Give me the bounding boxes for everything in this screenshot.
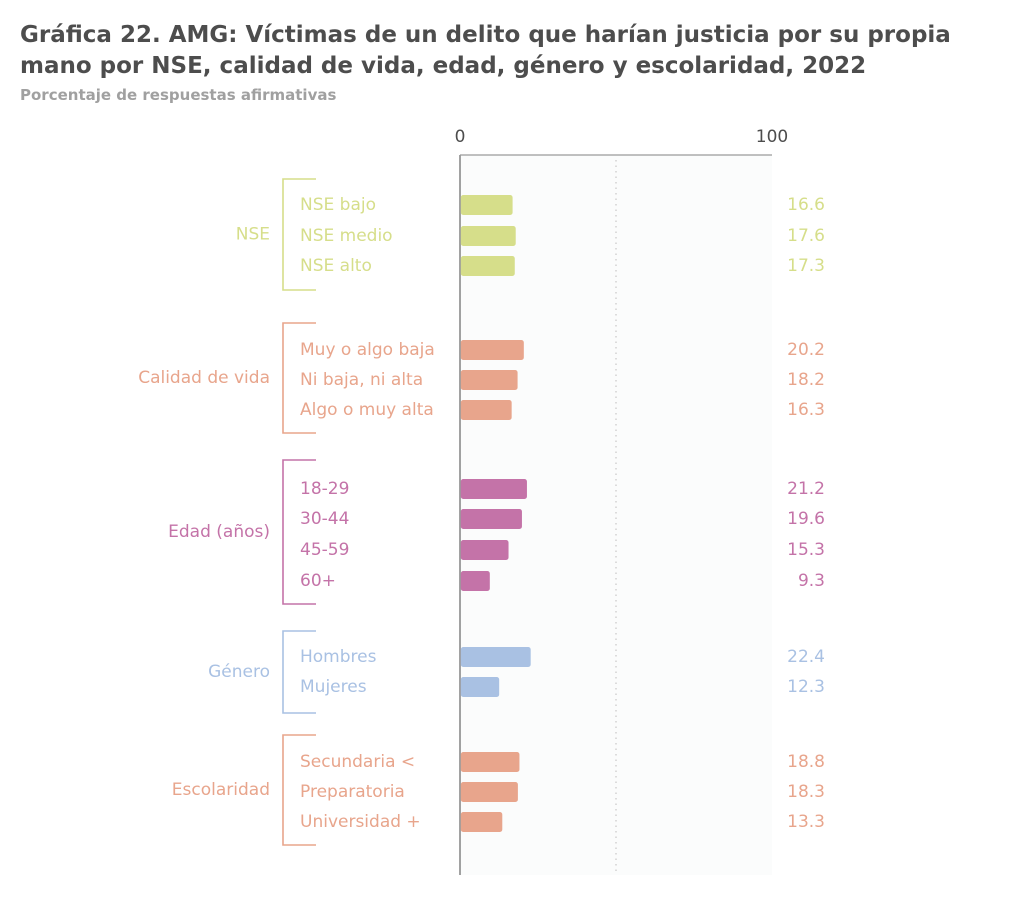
category-label: 30-44 (300, 509, 349, 529)
category-label: Ni baja, ni alta (300, 370, 423, 390)
category-label: NSE medio (300, 226, 393, 246)
data-label: 17.3 (787, 256, 825, 276)
group-bracket (282, 178, 316, 291)
bar (460, 370, 518, 390)
category-label: Secundaria < (300, 752, 415, 772)
group-bracket (282, 459, 316, 605)
category-label: Hombres (300, 647, 377, 667)
data-label: 22.4 (787, 647, 825, 667)
category-label: Algo o muy alta (300, 400, 434, 420)
bar (460, 540, 509, 560)
chart-title: Gráfica 22. AMG: Víctimas de un delito q… (20, 22, 951, 79)
data-label: 18.8 (787, 752, 825, 772)
bar (460, 509, 522, 529)
group-bracket (282, 630, 316, 714)
group-label: Escolaridad (172, 780, 270, 800)
category-label: 45-59 (300, 540, 349, 560)
group-label: NSE (236, 225, 270, 245)
group-label: Edad (años) (168, 522, 270, 542)
data-label: 16.6 (787, 195, 825, 215)
category-label: NSE alto (300, 256, 372, 276)
data-label: 15.3 (787, 540, 825, 560)
bar (460, 226, 516, 246)
bar (460, 256, 515, 276)
chart-subtitle: Porcentaje de respuestas afirmativas (20, 86, 337, 104)
category-label: Preparatoria (300, 782, 405, 802)
group-bracket (282, 322, 316, 434)
data-label: 19.6 (787, 509, 825, 529)
group-label: Calidad de vida (138, 368, 270, 388)
data-label: 18.3 (787, 782, 825, 802)
data-label: 17.6 (787, 226, 825, 246)
group-label: Género (208, 662, 270, 682)
category-label: NSE bajo (300, 195, 376, 215)
data-label: 16.3 (787, 400, 825, 420)
category-label: 18-29 (300, 479, 349, 499)
bar (460, 647, 531, 667)
x-tick-label: 100 (756, 127, 788, 147)
category-label: Muy o algo baja (300, 340, 435, 360)
data-label: 21.2 (787, 479, 825, 499)
bar (460, 195, 513, 215)
category-label: 60+ (300, 571, 336, 591)
bar (460, 340, 524, 360)
category-label: Universidad + (300, 812, 421, 832)
bar (460, 752, 520, 772)
data-label: 18.2 (787, 370, 825, 390)
data-label: 9.3 (798, 571, 825, 591)
bar (460, 479, 527, 499)
category-label: Mujeres (300, 677, 367, 697)
x-tick-label: 0 (455, 127, 466, 147)
data-label: 20.2 (787, 340, 825, 360)
bar (460, 782, 518, 802)
bar (460, 677, 500, 697)
group-bracket (282, 734, 316, 846)
bar (460, 812, 503, 832)
data-label: 12.3 (787, 677, 825, 697)
bar (460, 571, 490, 591)
data-label: 13.3 (787, 812, 825, 832)
bar (460, 400, 512, 420)
